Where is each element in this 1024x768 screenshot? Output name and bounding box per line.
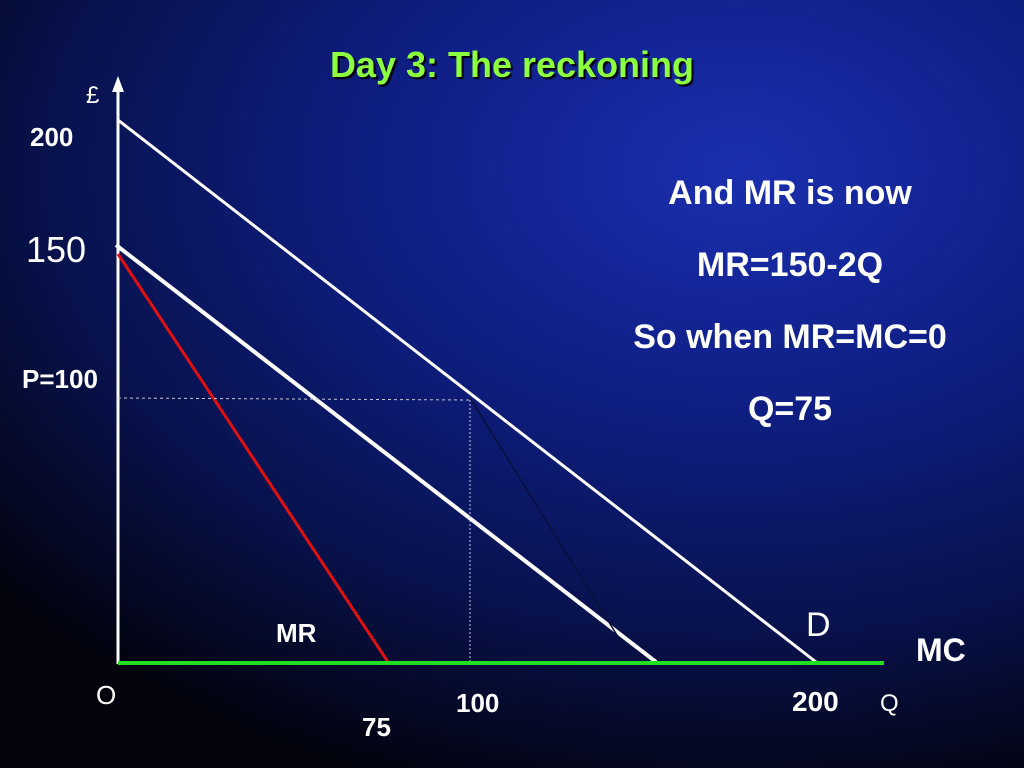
mr-curve-label: MR	[276, 618, 317, 648]
origin-label: O	[96, 680, 117, 710]
mr-curve	[116, 253, 390, 663]
y-axis-arrow	[112, 76, 124, 92]
note-line: MR=150-2Q	[696, 246, 884, 284]
x-tick-200: 200	[792, 686, 839, 717]
x-tick-75: 75	[362, 712, 391, 742]
y-tick-150: 150	[26, 229, 87, 270]
demand-curve-middle	[114, 243, 658, 664]
note-line: And MR is now	[668, 174, 912, 212]
y-axis-label: £	[86, 82, 100, 109]
slide-title: Day 3: The reckoning	[329, 44, 695, 85]
price-guide-line	[117, 397, 471, 401]
price-label: P=100	[22, 364, 98, 394]
demand-curve-d	[117, 118, 817, 664]
note-line: Q=75	[747, 390, 833, 428]
note-line: So when MR=MC=0	[633, 318, 947, 356]
y-tick-200: 200	[30, 122, 74, 152]
mc-curve-label: MC	[916, 632, 966, 668]
faint-guide-line	[469, 397, 621, 641]
x-axis-label: Q	[880, 690, 899, 717]
x-tick-100: 100	[456, 688, 500, 718]
explanation-notes: And MR is now MR=150-2Q So when MR=MC=0 …	[590, 172, 990, 460]
demand-curve-label: D	[806, 606, 831, 644]
